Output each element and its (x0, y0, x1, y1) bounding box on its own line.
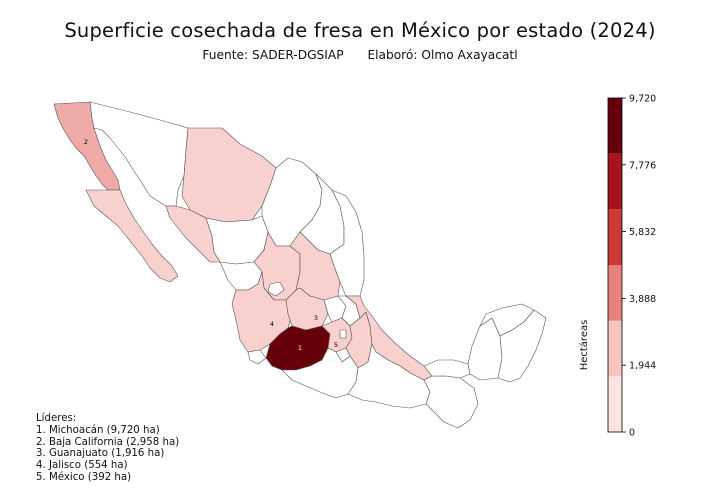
state-aguascalientes (267, 281, 285, 297)
state-quintana-roo (497, 309, 547, 383)
colorbar-tick-label: 9,720 (629, 94, 656, 105)
state-oaxaca (347, 343, 431, 409)
marker-baja-california: 2 (84, 138, 88, 146)
colorbar-tick-label: 7,776 (629, 160, 656, 171)
colorbar-swatch (608, 376, 622, 432)
state-baja-california-sur (85, 189, 179, 283)
leader-item: 4. Jalisco (554 ha) (36, 460, 128, 472)
colorbar-swatch (608, 98, 622, 154)
state-cdmx (339, 329, 347, 339)
map-title: Superficie cosechada de fresa en México … (64, 19, 656, 42)
colorbar-swatches (608, 98, 622, 432)
state-chiapas (423, 375, 479, 429)
author-credit: Elaboró: Olmo Axayacatl (367, 48, 518, 62)
leaders-list: Líderes: 1. Michoacán (9,720 ha) 2. Baja… (36, 413, 179, 484)
colorbar-swatch (608, 320, 622, 377)
marker-michoacan: 1 (298, 344, 302, 352)
colorbar-swatch (608, 153, 622, 210)
colorbar-swatch (608, 265, 622, 321)
leader-item: 1. Michoacán (9,720 ha) (36, 424, 160, 436)
leader-item: 3. Guanajuato (1,916 ha) (36, 448, 165, 460)
marker-guanajuato: 3 (314, 314, 318, 322)
colorbar-tick-label: 0 (629, 428, 635, 439)
state-guerrero (281, 347, 359, 399)
colorbar-tick-label: 5,832 (629, 227, 656, 238)
state-colima (247, 349, 267, 365)
leader-item: 2. Baja California (2,958 ha) (36, 436, 180, 448)
source-credit: Fuente: SADER-DGSIAP (202, 48, 344, 62)
colorbar-ticks: 0 1,944 3,888 5,832 7,776 9,720 (622, 94, 656, 439)
leaders-heading: Líderes: (36, 413, 77, 424)
colorbar-frame (607, 97, 623, 433)
colorbar-tick-label: 3,888 (629, 294, 656, 305)
marker-mexico: 5 (334, 341, 338, 349)
map-subtitle: Fuente: SADER-DGSIAP Elaboró: Olmo Axaya… (0, 48, 720, 62)
colorbar: 0 1,944 3,888 5,832 7,776 9,720 Hectáreas (578, 94, 656, 439)
colorbar-swatch (608, 209, 622, 265)
marker-jalisco: 4 (270, 320, 274, 328)
leader-item: 5. México (392 ha) (36, 471, 132, 483)
colorbar-tick-label: 1,944 (629, 361, 656, 372)
colorbar-label: Hectáreas (578, 320, 590, 371)
